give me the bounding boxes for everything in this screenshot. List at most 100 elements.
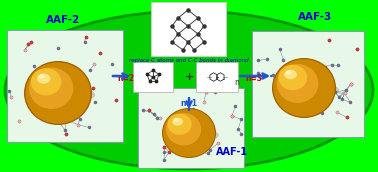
Point <box>204 152 211 155</box>
Ellipse shape <box>39 74 45 79</box>
Point <box>140 109 146 111</box>
Point <box>319 112 325 115</box>
Point <box>82 41 88 44</box>
Text: n=1: n=1 <box>181 99 197 108</box>
Point <box>279 93 285 95</box>
Point <box>203 91 209 93</box>
Point <box>16 120 22 123</box>
Point <box>322 65 328 68</box>
Point <box>335 64 341 67</box>
Point <box>342 92 348 95</box>
Ellipse shape <box>172 118 183 126</box>
Point <box>86 126 92 129</box>
Point <box>28 40 34 43</box>
Point <box>201 25 207 27</box>
Point <box>185 41 191 43</box>
Ellipse shape <box>166 113 201 146</box>
Ellipse shape <box>5 11 373 169</box>
Point <box>31 65 37 68</box>
Point <box>203 91 209 93</box>
Point <box>54 47 60 50</box>
Point <box>161 158 167 161</box>
Point <box>74 123 81 126</box>
Point <box>185 9 191 11</box>
Point <box>229 114 235 117</box>
Point <box>166 150 172 153</box>
Point <box>229 114 235 117</box>
Point <box>239 132 245 135</box>
Point <box>185 25 191 27</box>
Point <box>178 134 184 137</box>
Point <box>172 125 178 127</box>
Point <box>146 109 152 112</box>
Point <box>62 129 68 132</box>
Bar <box>138 88 244 168</box>
Point <box>304 114 310 116</box>
Point <box>348 82 354 85</box>
Text: n: n <box>234 78 239 87</box>
Point <box>146 109 152 112</box>
Point <box>180 49 186 51</box>
Point <box>109 63 115 65</box>
Point <box>203 91 209 93</box>
Point <box>175 17 181 19</box>
Ellipse shape <box>31 68 61 95</box>
Point <box>339 98 345 101</box>
Point <box>157 117 163 120</box>
Text: n=3: n=3 <box>245 73 262 83</box>
Point <box>207 148 213 151</box>
Point <box>113 98 119 101</box>
Point <box>8 95 14 98</box>
Point <box>64 133 70 135</box>
Point <box>304 114 310 116</box>
Point <box>195 17 201 19</box>
Point <box>83 36 89 38</box>
Ellipse shape <box>24 61 92 125</box>
Ellipse shape <box>273 59 335 117</box>
Point <box>336 96 342 98</box>
Point <box>229 114 235 117</box>
Ellipse shape <box>163 109 215 157</box>
Point <box>154 116 160 119</box>
Point <box>90 87 96 90</box>
Point <box>344 116 350 119</box>
Point <box>201 101 207 104</box>
Point <box>235 128 241 131</box>
Point <box>64 119 70 122</box>
Point <box>314 79 321 81</box>
Point <box>151 113 157 115</box>
Point <box>201 101 207 104</box>
Point <box>83 36 89 38</box>
Bar <box>7 30 123 142</box>
Point <box>113 98 119 101</box>
Text: AAF-3: AAF-3 <box>298 12 332 22</box>
Ellipse shape <box>25 62 91 124</box>
Point <box>74 123 81 126</box>
Point <box>190 107 196 110</box>
Point <box>175 126 181 129</box>
Point <box>270 73 276 76</box>
Point <box>353 48 359 50</box>
Point <box>25 43 31 46</box>
Point <box>97 52 103 55</box>
Point <box>169 25 175 27</box>
Point <box>263 58 270 61</box>
Bar <box>252 31 364 137</box>
Bar <box>133 62 173 92</box>
Ellipse shape <box>272 81 339 99</box>
Point <box>192 115 198 118</box>
Point <box>8 95 14 98</box>
Text: AAF-1: AAF-1 <box>216 147 248 157</box>
Point <box>166 150 172 153</box>
Point <box>307 81 313 83</box>
Point <box>197 114 203 117</box>
Point <box>353 48 359 50</box>
Point <box>67 66 73 68</box>
Point <box>64 133 70 135</box>
Point <box>343 88 349 91</box>
Text: replace C atoms and C-C bonds in diamond: replace C atoms and C-C bonds in diamond <box>129 57 249 62</box>
Point <box>144 73 150 76</box>
Ellipse shape <box>279 65 307 90</box>
Ellipse shape <box>277 64 318 103</box>
Point <box>39 112 45 115</box>
